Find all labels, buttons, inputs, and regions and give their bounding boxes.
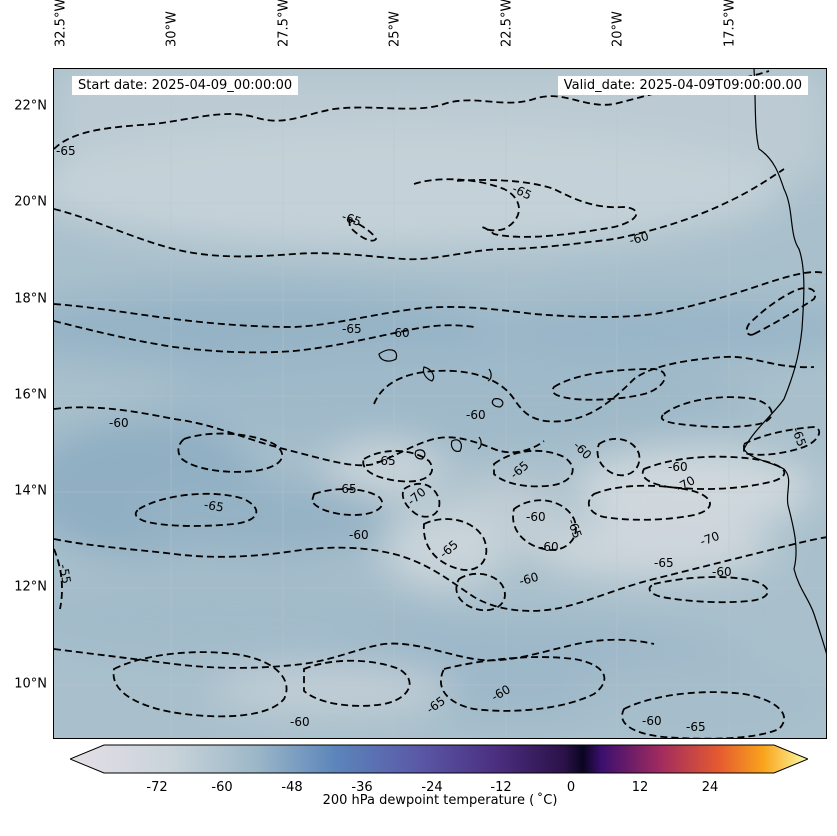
contour-label: -60 xyxy=(642,714,662,728)
contour-label: -65 xyxy=(686,720,706,734)
contour-line xyxy=(54,638,655,669)
colorbar-tick: 24 xyxy=(701,780,719,795)
contour-line xyxy=(423,518,488,571)
island-boa-vista xyxy=(491,398,504,408)
contour-line xyxy=(512,499,577,551)
contour-line xyxy=(112,651,288,718)
island-santiago xyxy=(450,439,463,452)
contour-label: -60 xyxy=(712,565,732,579)
contour-line xyxy=(455,572,506,612)
contour-label: -60 xyxy=(526,510,546,524)
contour-line xyxy=(413,178,638,238)
lon-label-22-5w: 22.5°W xyxy=(499,0,515,47)
lon-label-32-5w: 32.5°W xyxy=(53,0,69,47)
contour-line xyxy=(551,368,666,401)
coastline xyxy=(378,69,826,654)
lon-label-25w: 25°W xyxy=(387,11,403,47)
contour-label: -65 xyxy=(203,498,225,515)
lat-label-10n: 10°N xyxy=(14,676,47,692)
contour-line xyxy=(439,656,606,712)
dewpoint-contours xyxy=(54,70,826,738)
contour-label: -60 xyxy=(539,540,559,554)
contour-label: -60 xyxy=(466,408,486,422)
contour-line xyxy=(493,449,574,488)
africa-coast xyxy=(743,69,826,654)
contour-line xyxy=(401,482,441,518)
contour-line xyxy=(54,271,826,328)
contour-line xyxy=(303,659,411,707)
contour-line xyxy=(362,450,433,483)
contour-line xyxy=(587,484,711,521)
contour-label: -65 xyxy=(565,517,585,540)
colorbar-tick: -72 xyxy=(146,780,168,795)
island-santo-antao xyxy=(378,349,398,362)
island-sao-vicente xyxy=(422,366,435,382)
contour-line xyxy=(743,426,821,456)
contour-line xyxy=(648,576,769,604)
island-maio xyxy=(477,436,482,450)
contour-line xyxy=(660,396,773,428)
contour-line xyxy=(54,320,475,354)
contour-label: -70 xyxy=(698,529,721,549)
colorbar-tick: 12 xyxy=(631,780,649,795)
contour-label: -65 xyxy=(342,322,362,336)
map-canvas: -65 -65 -65 -60 -65 -60 -60 -60 -65 -65 … xyxy=(54,69,826,738)
colorbar-tick: -12 xyxy=(490,780,512,795)
contour-line xyxy=(54,536,826,612)
contour-line xyxy=(311,488,384,516)
contour-label: -60 xyxy=(290,715,310,729)
contour-label: -60 xyxy=(518,570,541,589)
lat-label-14n: 14°N xyxy=(14,483,47,499)
colorbar-tick: -60 xyxy=(211,780,233,795)
lat-label-18n: 18°N xyxy=(14,291,47,307)
map-panel[interactable]: -65 -65 -65 -60 -65 -60 -60 -60 -65 -65 … xyxy=(53,68,827,739)
contour-label: -65 xyxy=(654,556,674,570)
contour-line xyxy=(596,437,641,477)
contour-line xyxy=(177,432,284,473)
colorbar-label: 200 hPa dewpoint temperature ( ˚C) xyxy=(322,793,558,808)
contour-line xyxy=(54,168,785,261)
colorbar-tick: 0 xyxy=(566,780,576,795)
colorbar-tick: -24 xyxy=(421,780,443,795)
contour-line xyxy=(134,492,258,527)
colorbar-tick: -36 xyxy=(351,780,373,795)
lon-label-30w: 30°W xyxy=(164,11,180,47)
lon-label-27-5w: 27.5°W xyxy=(276,0,292,47)
colorbar-tick: -48 xyxy=(281,780,303,795)
island-sal xyxy=(487,368,492,382)
lat-label-22n: 22°N xyxy=(14,98,47,114)
contour-label: -65 xyxy=(789,425,809,448)
contour-line xyxy=(621,691,785,738)
contour-label: -55 xyxy=(56,563,73,585)
lat-label-12n: 12°N xyxy=(14,579,47,595)
lon-label-20w: 20°W xyxy=(610,11,626,47)
contour-label: -65 xyxy=(56,144,76,158)
contour-line xyxy=(347,217,378,242)
colorbar xyxy=(70,744,808,774)
contour-label: -65 xyxy=(340,209,363,229)
contour-line xyxy=(373,355,815,423)
contour-label: -60 xyxy=(668,460,688,474)
valid-date-label: Valid_date: 2025-04-09T09:00:00.00 xyxy=(557,76,808,95)
lon-label-17-5w: 17.5°W xyxy=(722,0,738,47)
contour-line xyxy=(641,455,786,490)
contour-label: -60 xyxy=(349,528,369,542)
contour-label: -60 xyxy=(628,229,651,248)
contour-line xyxy=(745,287,817,336)
contour-label: -60 xyxy=(390,326,410,340)
start-date-label: Start date: 2025-04-09_00:00:00 xyxy=(72,76,299,95)
contour-label: -65 xyxy=(376,454,396,468)
contour-label: -60 xyxy=(109,416,129,430)
lat-label-20n: 20°N xyxy=(14,194,47,210)
island-fogo xyxy=(414,449,426,460)
contour-label: -65 xyxy=(337,482,357,496)
colorbar-gradient xyxy=(70,744,808,774)
lat-label-16n: 16°N xyxy=(14,387,47,403)
contour-line xyxy=(54,548,63,610)
